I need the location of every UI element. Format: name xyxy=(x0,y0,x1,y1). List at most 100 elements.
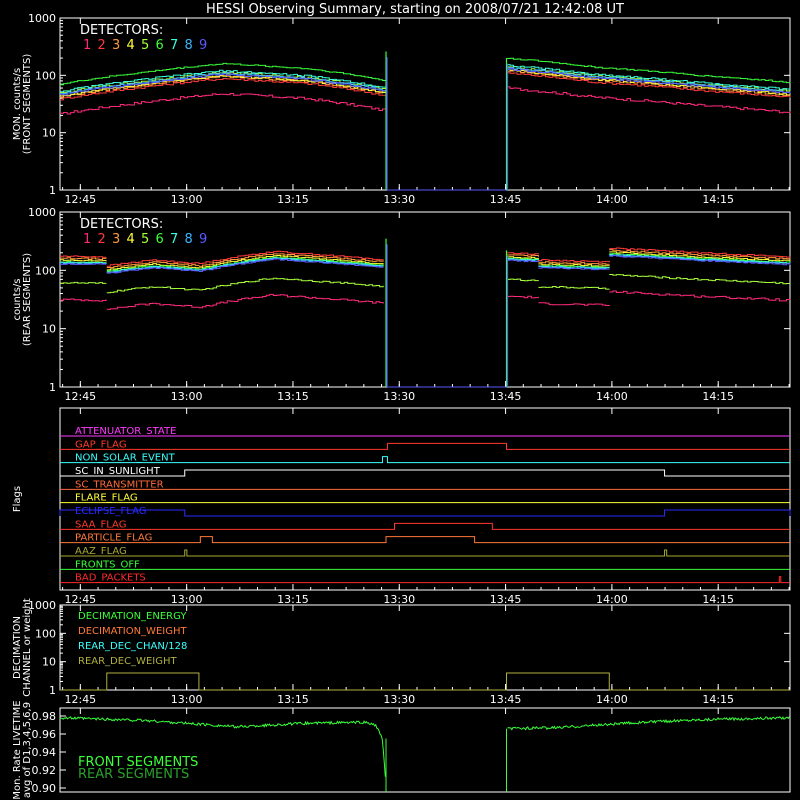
series-line-det-3 xyxy=(60,249,791,388)
legend-entry-det-2: 2 xyxy=(98,38,106,53)
y-tick-label: 0.94 xyxy=(32,746,57,759)
flag-label-sc_transmitter: SC_TRANSMITTER xyxy=(75,479,164,490)
y-tick-label: 100 xyxy=(35,264,56,277)
flag-label-attenuator_state: ATTENUATOR_STATE xyxy=(75,426,176,437)
y-tick-label: 1 xyxy=(49,184,56,197)
legend-entry-det-1: 1 xyxy=(83,38,91,53)
x-tick-label: 13:15 xyxy=(277,390,309,403)
legend-entry-decimation-weight: DECIMATION_WEIGHT xyxy=(78,626,187,637)
x-tick-label: 13:00 xyxy=(171,693,203,706)
chart-title: HESSI Observing Summary, starting on 200… xyxy=(206,2,624,17)
flag-line-saa_flag xyxy=(60,522,790,530)
x-tick-label: 12:45 xyxy=(64,193,96,206)
legend-entry-rear-dec-chan-128: REAR_DEC_CHAN/128 xyxy=(78,641,187,652)
y-axis-label: DECIMATION xyxy=(12,616,23,679)
y-tick-label: 0.98 xyxy=(32,710,57,723)
legend-entry-det-2: 2 xyxy=(98,232,106,247)
legend-entry-det-7: 7 xyxy=(170,232,178,247)
legend-entry-rear-dec-weight: REAR_DEC_WEIGHT xyxy=(78,656,177,667)
series-line-det-7 xyxy=(60,254,791,388)
flag-line-sc_in_sunlight xyxy=(60,469,790,477)
y-axis-label: MON. counts/s xyxy=(12,68,23,140)
x-tick-label: 13:30 xyxy=(383,193,415,206)
flag-label-eclipse_flag: ECLIPSE_FLAG xyxy=(75,506,146,517)
x-tick-label: 13:45 xyxy=(490,390,522,403)
legend-title: DETECTORS: xyxy=(80,23,163,38)
plot-frame-livetime xyxy=(59,707,791,793)
flag-label-sc_in_sunlight: SC_IN_SUNLIGHT xyxy=(75,466,161,477)
x-tick-label: 13:15 xyxy=(277,193,309,206)
legend-entry-det-5: 5 xyxy=(141,232,149,247)
x-tick-label: 14:00 xyxy=(596,593,628,606)
y-axis-label: counts/s xyxy=(12,278,23,320)
flag-label-gap_flag: GAP_FLAG xyxy=(75,439,127,450)
series-line-det-9 xyxy=(60,255,791,388)
legend-entry-det-8: 8 xyxy=(185,232,193,247)
x-tick-label: 14:15 xyxy=(702,193,734,206)
x-tick-label: 13:30 xyxy=(383,593,415,606)
legend-entry-det-3: 3 xyxy=(112,38,120,53)
legend-entry-det-6: 6 xyxy=(156,232,164,247)
legend-entry-det-8: 8 xyxy=(185,38,193,53)
y-tick-label: 100 xyxy=(35,69,56,82)
flag-label-fronts_off: FRONTS_OFF xyxy=(75,559,140,570)
legend-entry-det-9: 9 xyxy=(199,38,207,53)
legend-entry-det-7: 7 xyxy=(170,38,178,53)
x-tick-label: 13:30 xyxy=(383,390,415,403)
y-axis-label: Flags xyxy=(12,486,23,512)
x-tick-label: 13:45 xyxy=(490,193,522,206)
y-tick-label: 0.96 xyxy=(32,728,57,741)
y-tick-label: 0.90 xyxy=(32,782,57,795)
legend-entry-det-1: 1 xyxy=(83,232,91,247)
flag-line-aaz_flag xyxy=(60,549,790,557)
x-tick-label: 12:45 xyxy=(64,593,96,606)
x-tick-label: 13:30 xyxy=(383,693,415,706)
x-tick-label: 13:15 xyxy=(277,593,309,606)
legend-entry-det-4: 4 xyxy=(127,232,135,247)
x-tick-label: 13:45 xyxy=(490,593,522,606)
x-tick-label: 13:00 xyxy=(171,593,203,606)
x-tick-label: 14:00 xyxy=(596,193,628,206)
series-line-det-1 xyxy=(60,86,791,191)
series-line-rear-dec-weight xyxy=(60,672,790,691)
y-tick-label: 1 xyxy=(49,381,56,394)
x-tick-label: 13:45 xyxy=(490,693,522,706)
series-line-det-2 xyxy=(60,72,791,191)
y-tick-label: 1000 xyxy=(28,206,56,219)
x-tick-label: 12:45 xyxy=(64,390,96,403)
y-tick-label: 100 xyxy=(35,627,56,640)
flag-label-saa_flag: SAA_FLAG xyxy=(75,519,126,530)
series-group-front xyxy=(60,51,791,191)
series-line-det-6 xyxy=(60,253,791,388)
y-tick-label: 1000 xyxy=(28,599,56,612)
x-tick-label: 12:45 xyxy=(64,693,96,706)
flag-line-non_solar_event xyxy=(60,456,790,464)
y-axis-label: (REAR SEGMENTS) xyxy=(22,253,33,346)
x-tick-label: 14:15 xyxy=(702,390,734,403)
legend-title: DETECTORS: xyxy=(80,217,163,232)
y-tick-label: 0.92 xyxy=(32,764,57,777)
legend-entry-det-5: 5 xyxy=(141,38,149,53)
y-tick-label: 1000 xyxy=(28,12,56,25)
y-tick-label: 1 xyxy=(49,684,56,697)
flag-line-eclipse_flag xyxy=(59,509,791,517)
series-line-det-2 xyxy=(60,247,791,388)
series-line-det-4 xyxy=(60,68,791,191)
x-tick-label: 14:00 xyxy=(596,693,628,706)
series-line-det-4 xyxy=(60,251,791,388)
legend-entry-det-9: 9 xyxy=(199,232,207,247)
flag-label-flare_flag: FLARE_FLAG xyxy=(75,493,138,504)
x-tick-label: 14:15 xyxy=(702,693,734,706)
flag-line-gap_flag xyxy=(60,442,790,450)
y-tick-label: 10 xyxy=(42,127,56,140)
x-tick-label: 14:00 xyxy=(596,390,628,403)
plot-frame-flags xyxy=(59,407,791,591)
panels: 12:45 13:00 13:15 13:30 13:45 14:00 14:15 MON. … xyxy=(12,12,791,800)
y-tick-label: 10 xyxy=(42,323,56,336)
legend-entry-det-6: 6 xyxy=(156,38,164,53)
series-line-det-1 xyxy=(60,290,791,388)
legend-entry-front-segments: FRONT SEGMENTS xyxy=(78,755,198,770)
y-axis-label: Mon. Rate LIVETIME xyxy=(12,700,23,799)
x-tick-label: 14:15 xyxy=(702,593,734,606)
